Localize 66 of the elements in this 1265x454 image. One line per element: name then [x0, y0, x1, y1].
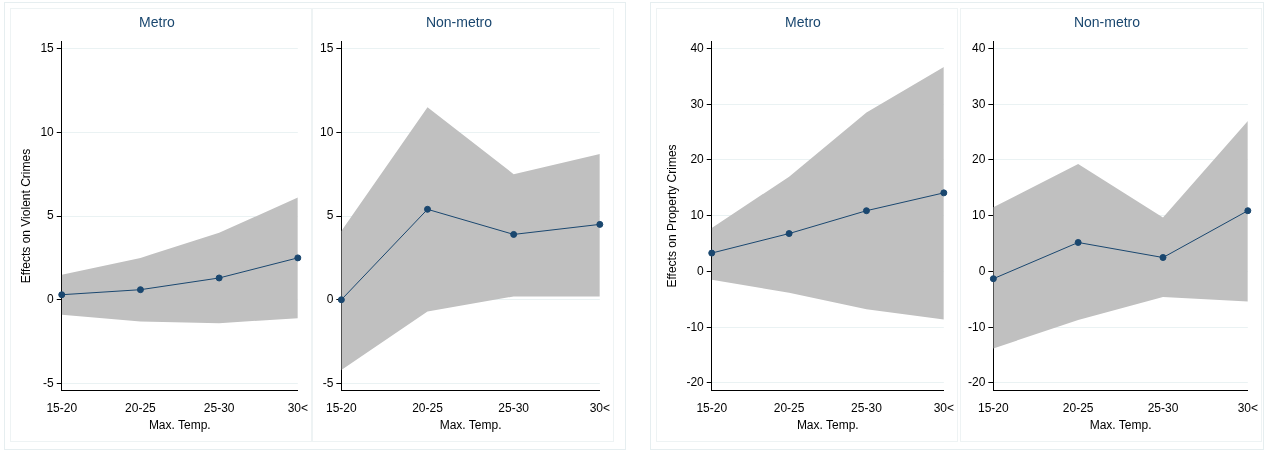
point	[862, 207, 870, 215]
x-axis-title: Max. Temp.	[439, 418, 502, 433]
point	[424, 205, 432, 213]
y-tick-label: 10	[40, 124, 55, 139]
x-tick-label: 15-20	[326, 400, 358, 415]
point	[136, 286, 144, 294]
y-axis-title: Effects on Property Crimes	[664, 144, 679, 288]
x-tick-label: 20-25	[125, 400, 157, 415]
y-tick-label: 30	[690, 96, 705, 111]
x-axis-title: Max. Temp.	[148, 418, 211, 433]
y-tick-label: 15	[319, 40, 334, 55]
x-tick-label: 20-25	[1062, 400, 1094, 415]
x-tick-label: 25-30	[203, 400, 235, 415]
x-tick-label: 15-20	[696, 400, 728, 415]
x-tick-label: 25-30	[851, 400, 883, 415]
y-tick-label: -20	[686, 375, 705, 390]
point	[294, 254, 302, 262]
y-tick-label: 10	[319, 124, 334, 139]
x-axis-title: Max. Temp.	[1089, 418, 1152, 433]
y-tick-label: 10	[971, 208, 986, 223]
x-tick-label: 20-25	[773, 400, 805, 415]
y-tick-label: 30	[971, 96, 986, 111]
point	[940, 189, 948, 197]
point	[58, 291, 66, 299]
x-tick-label: 30<	[589, 400, 610, 415]
y-tick-label: -5	[322, 375, 334, 390]
x-tick-label: 30<	[1237, 400, 1258, 415]
x-tick-label: 15-20	[977, 400, 1010, 415]
y-tick-label: 0	[47, 292, 55, 307]
y-axis-title: Effects on Violent Crimes	[18, 148, 33, 284]
y-tick-label: 40	[971, 40, 986, 55]
y-tick-label: 40	[690, 40, 705, 55]
point	[1074, 238, 1082, 246]
chart-title: Metro	[785, 14, 822, 31]
y-tick-label: 0	[978, 263, 986, 278]
y-tick-label: -5	[43, 375, 55, 390]
y-tick-label: 20	[971, 152, 986, 167]
chart-title: Non-metro	[425, 14, 493, 31]
y-tick-label: 20	[690, 152, 705, 167]
point	[510, 230, 518, 238]
x-tick-label: 15-20	[46, 400, 78, 415]
point	[215, 274, 223, 282]
x-tick-label: 20-25	[412, 400, 444, 415]
y-tick-label: 5	[326, 208, 334, 223]
y-tick-label: -20	[968, 375, 986, 390]
point	[337, 296, 345, 304]
point	[708, 249, 716, 257]
point	[989, 275, 997, 283]
x-tick-label: 25-30	[1147, 400, 1179, 415]
x-tick-label: 30<	[287, 400, 308, 415]
y-tick-label: 15	[40, 40, 55, 55]
y-tick-label: 5	[47, 208, 55, 223]
chart-title: Metro	[139, 14, 176, 31]
y-tick-label: -10	[968, 319, 986, 334]
chart-title: Non-metro	[1073, 14, 1141, 31]
point	[785, 230, 793, 238]
point	[1244, 207, 1252, 215]
point	[596, 220, 604, 228]
y-tick-label: 0	[697, 263, 705, 278]
y-tick-label: 0	[326, 292, 334, 307]
y-tick-label: -10	[686, 319, 705, 334]
x-axis-title: Max. Temp.	[796, 418, 859, 433]
point	[1159, 254, 1167, 262]
x-tick-label: 30<	[933, 400, 954, 415]
x-tick-label: 25-30	[498, 400, 530, 415]
y-tick-label: 10	[690, 208, 705, 223]
